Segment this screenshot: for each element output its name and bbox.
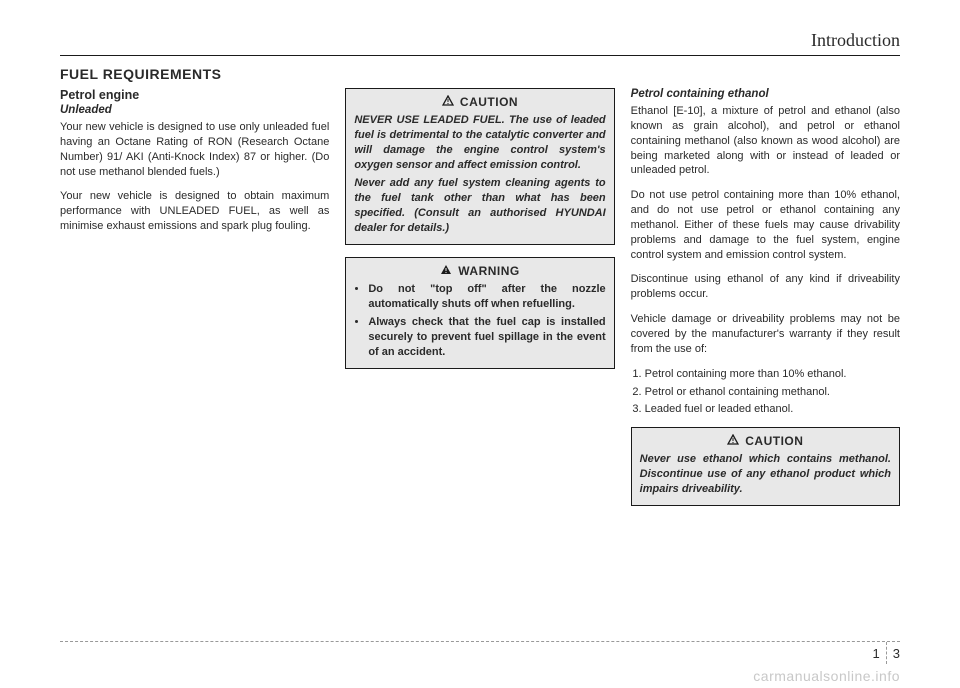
- column-3: Petrol containing ethanol Ethanol [E-10]…: [631, 88, 900, 518]
- column-1: Petrol engine Unleaded Your new vehicle …: [60, 88, 329, 518]
- page-number-divider: [886, 642, 887, 664]
- content-columns: Petrol engine Unleaded Your new vehicle …: [60, 88, 900, 518]
- footer-rule: [60, 641, 900, 642]
- body-text: Your new vehicle is designed to obtain m…: [60, 189, 329, 234]
- caution-text: Never add any fuel system cleaning agent…: [354, 176, 605, 235]
- list-item: Leaded fuel or leaded ethanol.: [645, 402, 900, 417]
- body-text: Do not use petrol containing more than 1…: [631, 188, 900, 262]
- section-title: FUEL REQUIREMENTS: [60, 66, 900, 82]
- page-number-left: 1: [873, 646, 880, 661]
- caution-header: CAUTION: [354, 95, 605, 109]
- warning-header: WARNING: [354, 264, 605, 278]
- caution-text: Never use ethanol which contains methano…: [640, 452, 891, 497]
- subheading-unleaded: Unleaded: [60, 104, 329, 116]
- caution-icon: [442, 95, 454, 109]
- caution-text: NEVER USE LEADED FUEL. The use of leaded…: [354, 113, 605, 172]
- manual-page: Introduction FUEL REQUIREMENTS Petrol en…: [0, 0, 960, 518]
- caution-title: CAUTION: [745, 434, 803, 448]
- warning-icon: [440, 264, 452, 278]
- subheading-ethanol: Petrol containing ethanol: [631, 88, 900, 100]
- numbered-list: Petrol containing more than 10% ethanol.…: [631, 367, 900, 418]
- caution-box: CAUTION Never use ethanol which contains…: [631, 427, 900, 506]
- list-item: Petrol or ethanol containing methanol.: [645, 385, 900, 400]
- page-numbers: 1 3: [873, 642, 900, 664]
- caution-title: CAUTION: [460, 95, 518, 109]
- page-header: Introduction: [60, 30, 900, 56]
- caution-header: CAUTION: [640, 434, 891, 448]
- body-text: Discontinue using ethanol of any kind if…: [631, 272, 900, 302]
- watermark: carmanualsonline.info: [753, 668, 900, 684]
- warning-item: Always check that the fuel cap is instal…: [368, 315, 605, 360]
- body-text: Ethanol [E-10], a mixture of petrol and …: [631, 104, 900, 178]
- warning-body: Do not "top off" after the nozzle automa…: [354, 282, 605, 360]
- body-text: Your new vehicle is designed to use only…: [60, 120, 329, 179]
- caution-icon: [727, 434, 739, 448]
- caution-body: Never use ethanol which contains methano…: [640, 452, 891, 497]
- body-text: Vehicle damage or driveability problems …: [631, 312, 900, 357]
- page-number-right: 3: [893, 646, 900, 661]
- subheading-petrol-engine: Petrol engine: [60, 88, 329, 102]
- list-item: Petrol containing more than 10% ethanol.: [645, 367, 900, 382]
- warning-title: WARNING: [458, 264, 520, 278]
- chapter-title: Introduction: [811, 30, 900, 51]
- warning-item: Do not "top off" after the nozzle automa…: [368, 282, 605, 312]
- column-2: CAUTION NEVER USE LEADED FUEL. The use o…: [345, 88, 614, 518]
- warning-box: WARNING Do not "top off" after the nozzl…: [345, 257, 614, 369]
- caution-box: CAUTION NEVER USE LEADED FUEL. The use o…: [345, 88, 614, 245]
- caution-body: NEVER USE LEADED FUEL. The use of leaded…: [354, 113, 605, 236]
